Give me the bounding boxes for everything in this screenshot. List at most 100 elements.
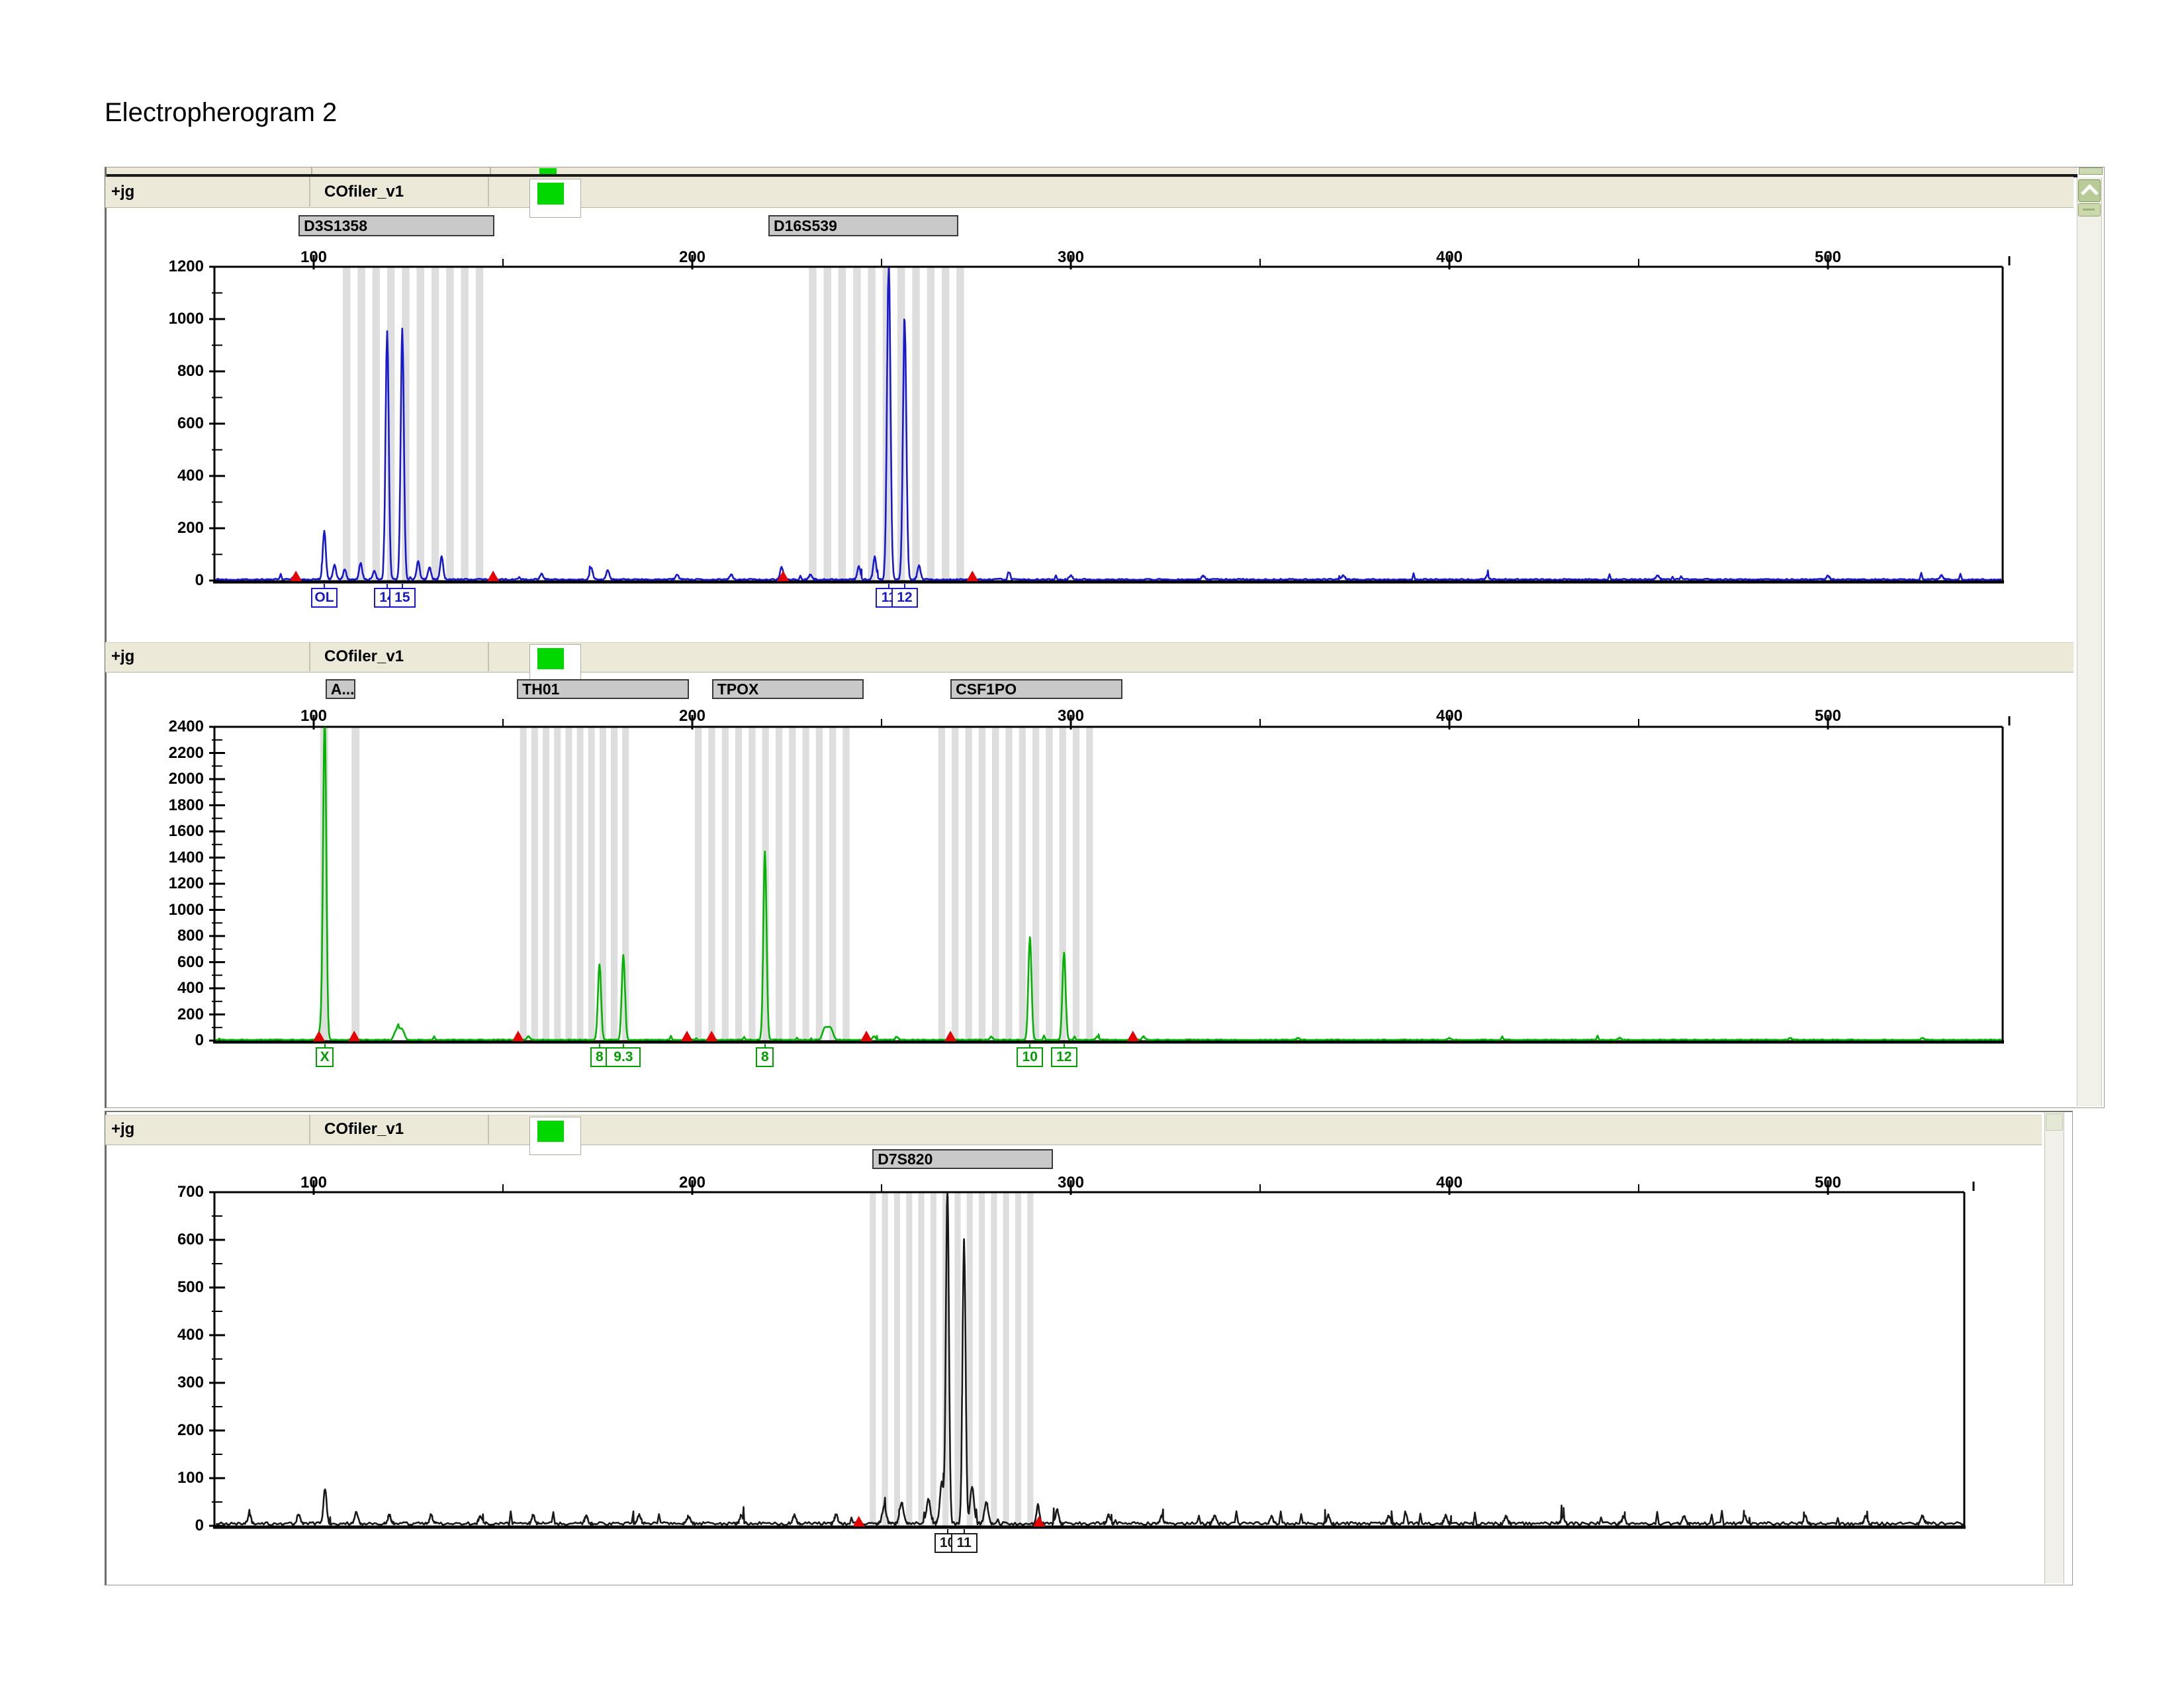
electropherogram-plot-1[interactable] (201, 250, 2019, 595)
electropherogram-plot-3[interactable] (201, 1175, 1983, 1540)
allele-bin (979, 727, 985, 1041)
allele-bin (1019, 727, 1026, 1041)
allele-bin (853, 267, 860, 581)
allele-bin (735, 727, 742, 1041)
bin-edge-marker-icon (681, 1031, 693, 1041)
strip-button[interactable] (2079, 167, 2103, 175)
scroll-button-2[interactable] (2046, 1113, 2063, 1131)
y-axis-label: 800 (140, 362, 204, 381)
header-cell-separator (309, 1115, 310, 1144)
y-axis-label: 400 (140, 1326, 204, 1344)
y-axis-label: 200 (140, 1006, 204, 1024)
electropherogram-plot-2[interactable] (201, 710, 2019, 1055)
y-axis-label: 600 (140, 414, 204, 433)
allele-bin (1003, 1192, 1009, 1526)
y-axis-label: 2400 (140, 718, 204, 736)
allele-bin (1032, 727, 1039, 1041)
y-axis-label: 200 (140, 1421, 204, 1440)
allele-call-box[interactable]: X (316, 1047, 334, 1067)
y-axis-label: 0 (140, 571, 204, 590)
thumb-grip-icon (2083, 209, 2095, 211)
header-cell-separator (488, 1115, 489, 1144)
locus-box-D7S820[interactable]: D7S820 (872, 1149, 1053, 1169)
scrollbar-thumb[interactable] (2078, 203, 2101, 216)
y-axis-label: 300 (140, 1374, 204, 1392)
allele-bin (809, 267, 816, 581)
signal-trace (216, 728, 2001, 1040)
allele-call-box[interactable]: 8 (756, 1047, 774, 1067)
y-axis-label: 400 (140, 467, 204, 485)
panel-name-label: COfiler_v1 (324, 183, 404, 201)
application-canvas: Electropherogram 2 +jg COfiler_v1 D3S1358 D… (0, 0, 2184, 1688)
allele-bin (611, 727, 617, 1041)
allele-bin (931, 1192, 936, 1526)
allele-bin (1046, 727, 1052, 1041)
dye-indicator-green (537, 1121, 564, 1142)
page-title: Electropherogram 2 (105, 98, 337, 128)
allele-call-box[interactable]: 11 (951, 1533, 978, 1553)
allele-bin (351, 727, 359, 1041)
allele-bin (588, 727, 595, 1041)
locus-box-D16S539[interactable]: D16S539 (768, 215, 958, 236)
locus-box-A[interactable]: A... (326, 679, 355, 699)
allele-call-box[interactable]: 15 (389, 588, 416, 608)
allele-call-box[interactable]: 12 (1051, 1047, 1077, 1067)
allele-bin (708, 727, 715, 1041)
header-cell-separator (488, 177, 489, 207)
sample-name-label: +jg (111, 1120, 134, 1139)
allele-bin (906, 1192, 912, 1526)
allele-bin (882, 1192, 888, 1526)
allele-call-box[interactable]: 10 (1017, 1047, 1043, 1067)
bin-edge-marker-icon (290, 571, 302, 581)
y-axis-label: 500 (140, 1278, 204, 1297)
locus-box-TPOX[interactable]: TPOX (712, 679, 864, 699)
allele-bin (476, 267, 483, 581)
y-axis-label: 0 (140, 1031, 204, 1050)
allele-bin (577, 727, 584, 1041)
bin-edge-marker-icon (966, 571, 978, 581)
allele-bin (868, 267, 875, 581)
bin-edge-marker-icon (860, 1031, 872, 1041)
allele-bin (816, 727, 823, 1041)
allele-bin (823, 267, 831, 581)
allele-bin (802, 727, 809, 1041)
allele-bin (417, 267, 424, 581)
allele-bin (956, 267, 964, 581)
vertical-scrollbar-2[interactable] (2044, 1112, 2064, 1583)
allele-bin (991, 1192, 997, 1526)
allele-bin (543, 727, 549, 1041)
allele-bin (1015, 1192, 1021, 1526)
allele-call-box[interactable]: 9.3 (606, 1047, 641, 1067)
y-axis-label: 400 (140, 979, 204, 998)
y-axis-label: 0 (140, 1517, 204, 1535)
scroll-up-button[interactable] (2078, 179, 2101, 202)
allele-bin (842, 727, 849, 1041)
y-axis-label: 800 (140, 927, 204, 945)
bin-edge-marker-icon (705, 1031, 717, 1041)
allele-bin (839, 267, 846, 581)
y-axis-label: 1200 (140, 874, 204, 893)
chevron-up-icon (2081, 184, 2099, 202)
vertical-scrollbar[interactable] (2077, 177, 2102, 1106)
allele-call-box[interactable]: 12 (891, 588, 918, 608)
allele-bin (829, 727, 836, 1041)
y-axis-label: 600 (140, 1231, 204, 1249)
sample-name-label: +jg (111, 647, 134, 666)
window1-top-strip (107, 167, 2077, 174)
header-cell-separator (488, 642, 489, 671)
allele-bin (952, 727, 958, 1041)
allele-bin (432, 267, 439, 581)
y-axis-label: 1800 (140, 796, 204, 815)
allele-call-box[interactable]: OL (311, 588, 338, 608)
locus-box-D3S1358[interactable]: D3S1358 (298, 215, 494, 236)
allele-bin (927, 267, 934, 581)
allele-bin (722, 727, 729, 1041)
sample-name-label: +jg (111, 183, 134, 201)
allele-bin (1027, 1192, 1033, 1526)
allele-bin (938, 727, 945, 1041)
allele-bin (565, 727, 572, 1041)
locus-box-TH01[interactable]: TH01 (517, 679, 689, 699)
locus-box-CSF1PO[interactable]: CSF1PO (950, 679, 1122, 699)
y-axis-label: 700 (140, 1183, 204, 1201)
header-cell-separator (309, 177, 310, 207)
